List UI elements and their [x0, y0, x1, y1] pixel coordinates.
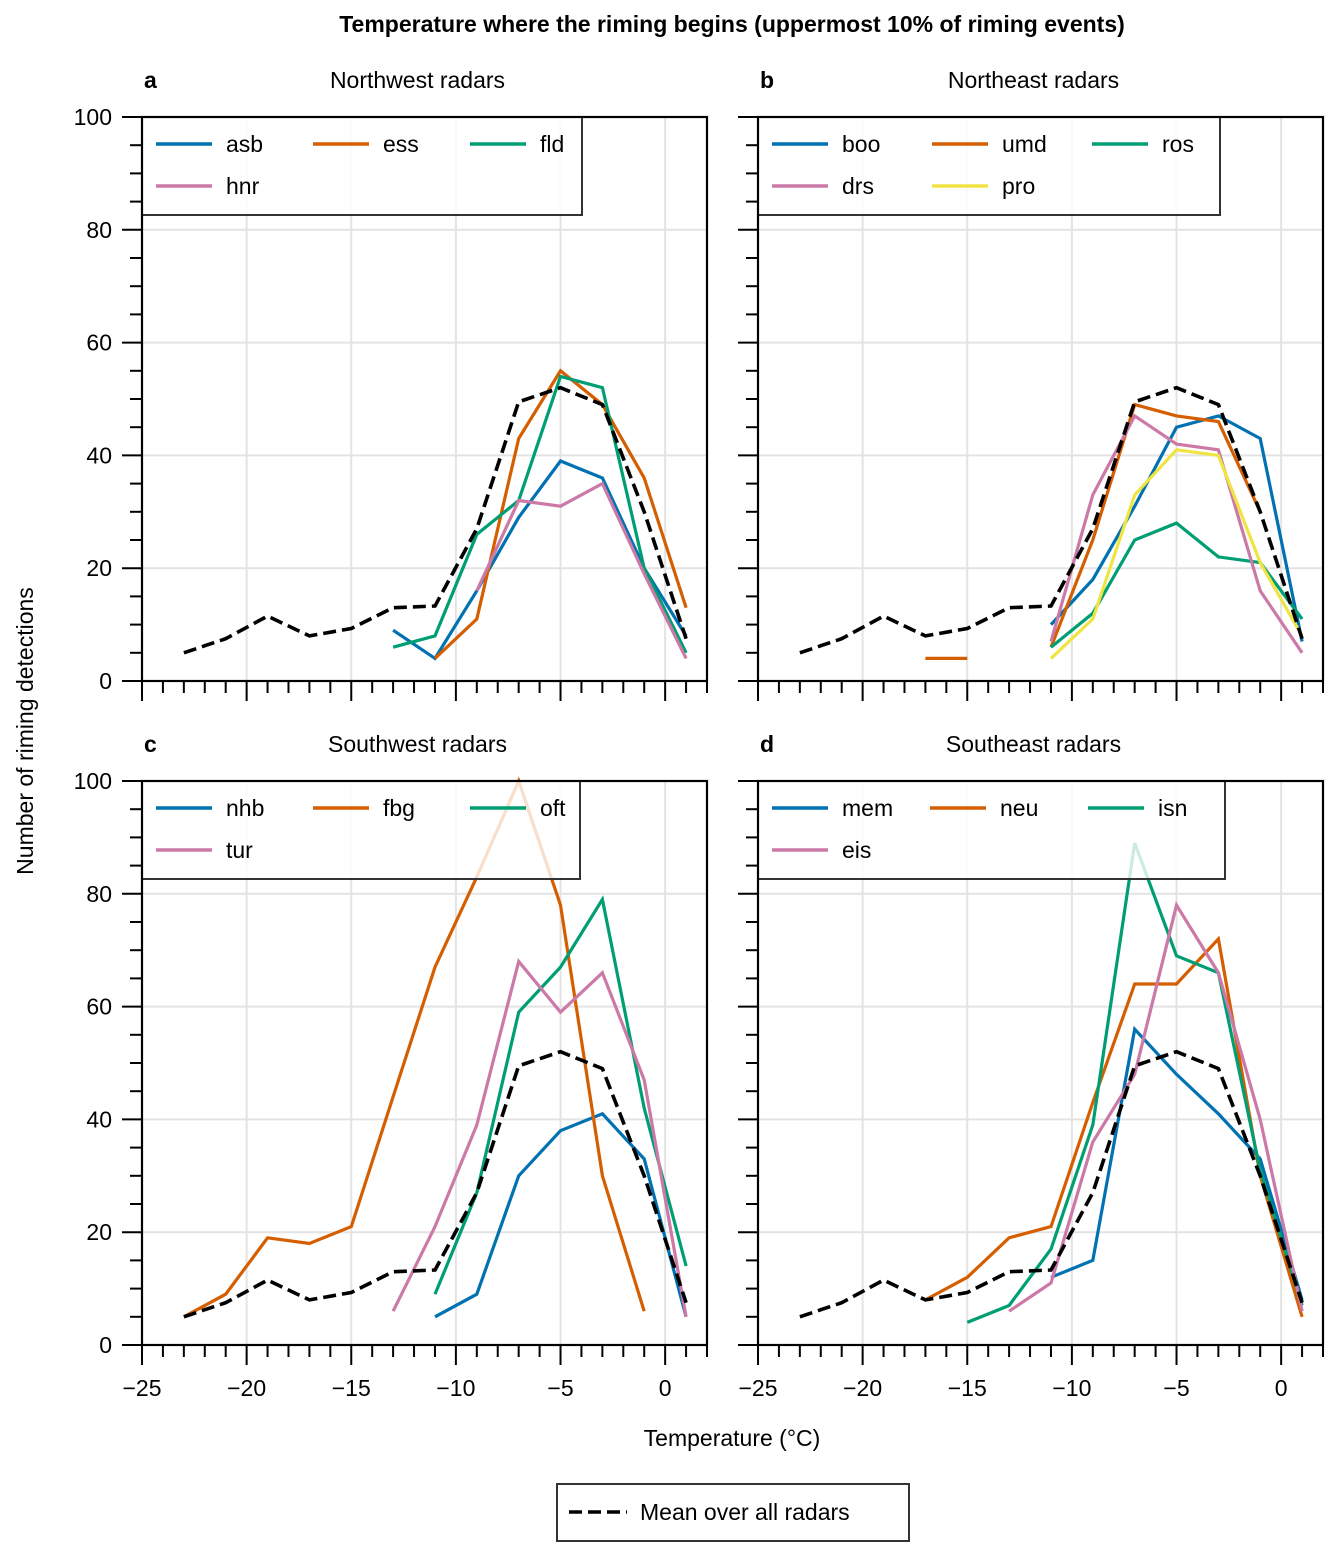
panel-letter: c — [144, 731, 157, 757]
y-tick-label: 40 — [86, 442, 112, 468]
series-line-pro — [1049, 448, 1304, 660]
series-line-drs — [1049, 413, 1304, 654]
panel-letter: d — [760, 731, 774, 757]
mean-line — [183, 1049, 688, 1319]
mean-line — [799, 385, 1304, 655]
panel-letter: a — [144, 67, 157, 93]
panel-title: Northeast radars — [948, 67, 1119, 93]
x-tick-label: −10 — [436, 1375, 475, 1401]
series-line-umd — [925, 402, 1262, 660]
legend-label-pro: pro — [1002, 173, 1035, 199]
legend-label-hnr: hnr — [226, 173, 260, 199]
y-tick-label: 80 — [86, 217, 112, 243]
x-tick-label: −25 — [738, 1375, 777, 1401]
legend-label-mem: mem — [842, 795, 893, 821]
legend-label-fld: fld — [540, 131, 564, 157]
x-tick-label: −15 — [332, 1375, 371, 1401]
mean-line — [183, 385, 688, 655]
legend-label-nhb: nhb — [226, 795, 264, 821]
x-tick-label: 0 — [1275, 1375, 1288, 1401]
panel-letter: b — [760, 67, 774, 93]
y-tick-label: 0 — [99, 1332, 112, 1358]
series-line-ess — [433, 368, 688, 660]
legend-label-boo: boo — [842, 131, 880, 157]
panel-title: Southwest radars — [328, 731, 507, 757]
x-tick-label: −25 — [122, 1375, 161, 1401]
y-tick-label: 0 — [99, 668, 112, 694]
legend-d: mem neu isn eis — [757, 780, 1226, 880]
y-tick-label: 100 — [74, 104, 112, 130]
legend-label-drs: drs — [842, 173, 874, 199]
legend-label-isn: isn — [1158, 795, 1187, 821]
panel-a: asb ess fld hnr 0 20 40 60 80 100 a Northwest radar… — [74, 67, 709, 701]
panel-d: mem neu isn eis −25 −20 −15 −10 −5 0 d Southeast ra… — [738, 731, 1325, 1401]
panel-b: boo umd ros drs pro b Northeast radars — [738, 67, 1325, 701]
mean-line — [799, 1049, 1304, 1319]
panel-c: nhb fbg oft tur 0 20 40 60 80 100 −25 −20 −15 −10 −5 0 c… — [74, 731, 709, 1401]
legend-a: asb ess fld hnr — [141, 116, 583, 216]
panel-title: Northwest radars — [330, 67, 505, 93]
y-tick-label: 60 — [86, 994, 112, 1020]
legend-label-ess: ess — [383, 131, 419, 157]
figure-title: Temperature where the riming begins (upp… — [339, 11, 1125, 37]
y-tick-label: 80 — [86, 881, 112, 907]
legend-label-umd: umd — [1002, 131, 1047, 157]
legend-label-neu: neu — [1000, 795, 1038, 821]
legend-label-ros: ros — [1162, 131, 1194, 157]
x-tick-label: 0 — [659, 1375, 672, 1401]
series-line-hnr — [475, 481, 688, 660]
y-axis-label: Number of riming detections — [12, 587, 38, 875]
panel-title: Southeast radars — [946, 731, 1121, 757]
y-tick-label: 40 — [86, 1106, 112, 1132]
series-line-fld — [392, 374, 688, 654]
series-line-isn — [966, 842, 1304, 1324]
x-tick-label: −20 — [843, 1375, 882, 1401]
legend-box — [757, 780, 1226, 880]
y-tick-label: 20 — [86, 555, 112, 581]
legend-label-oft: oft — [540, 795, 566, 821]
x-axis-label: Temperature (°C) — [644, 1425, 821, 1451]
panels-container: asb ess fld hnr 0 20 40 60 80 100 a Northwest radar… — [74, 67, 1325, 1401]
y-tick-label: 100 — [74, 768, 112, 794]
x-tick-label: −15 — [948, 1375, 987, 1401]
legend-b: boo umd ros drs pro — [757, 116, 1221, 216]
series-line-asb — [392, 459, 688, 661]
figure-legend: Mean over all radars — [556, 1483, 910, 1542]
x-tick-label: −5 — [1163, 1375, 1189, 1401]
mean-legend-label: Mean over all radars — [640, 1499, 850, 1525]
series-line-fbg — [183, 776, 646, 1319]
x-tick-label: −5 — [547, 1375, 573, 1401]
legend-box — [757, 116, 1221, 216]
legend-box — [141, 116, 583, 216]
legend-label-tur: tur — [226, 837, 253, 863]
series-line-eis — [1008, 901, 1304, 1313]
y-tick-label: 60 — [86, 330, 112, 356]
legend-label-eis: eis — [842, 837, 871, 863]
x-tick-label: −10 — [1052, 1375, 1091, 1401]
y-tick-label: 20 — [86, 1219, 112, 1245]
series-line-nhb — [434, 1111, 688, 1319]
series-line-oft — [433, 895, 688, 1295]
series-line-boo — [1049, 414, 1304, 642]
series-line-neu — [924, 935, 1304, 1318]
x-tick-label: −20 — [227, 1375, 266, 1401]
legend-label-fbg: fbg — [383, 795, 415, 821]
series-line-tur — [391, 958, 688, 1318]
legend-c: nhb fbg oft tur — [141, 780, 581, 880]
legend-label-asb: asb — [226, 131, 263, 157]
legend-box — [141, 780, 581, 880]
series-line-mem — [1050, 1025, 1304, 1301]
